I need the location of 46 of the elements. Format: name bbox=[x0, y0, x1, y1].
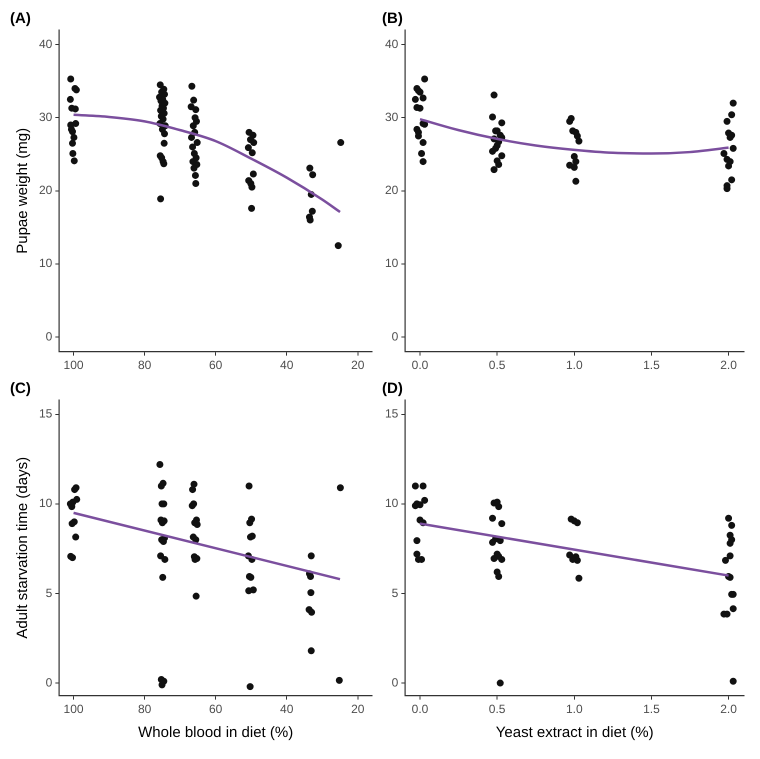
chart-title: (B) bbox=[382, 10, 403, 28]
x-axis-title: Yeast extract in diet (%) bbox=[496, 724, 654, 742]
x-tick-label: 80 bbox=[138, 702, 152, 716]
y-tick-label: 0 bbox=[392, 329, 399, 344]
y-axis-title: Adult starvation time (days) bbox=[14, 456, 32, 639]
x-tick-label: 60 bbox=[208, 358, 223, 372]
y-tick-label: 5 bbox=[46, 586, 53, 600]
x-tick-label: 40 bbox=[280, 358, 294, 372]
y-tick-label: 15 bbox=[38, 406, 53, 421]
y-axis-title: Pupae weight (mg) bbox=[14, 128, 32, 254]
x-tick-label: 60 bbox=[208, 702, 223, 716]
x-tick-label: 1.5 bbox=[643, 358, 660, 372]
x-tick-label: 0.5 bbox=[488, 702, 506, 716]
y-tick-label: 20 bbox=[384, 183, 399, 198]
y-tick-label: 40 bbox=[38, 36, 53, 51]
x-tick-label: 2.0 bbox=[720, 702, 738, 716]
x-tick-label: 1.5 bbox=[643, 702, 660, 716]
y-tick-label: 20 bbox=[38, 183, 53, 198]
x-tick-label: 20 bbox=[351, 702, 365, 716]
x-tick-label: 80 bbox=[138, 358, 152, 372]
x-tick-label: 1.0 bbox=[566, 358, 583, 372]
x-tick-label: 0.0 bbox=[412, 358, 429, 372]
x-tick-label: 100 bbox=[64, 702, 84, 716]
x-axis-title: Whole blood in diet (%) bbox=[138, 724, 294, 742]
x-tick-label: 20 bbox=[351, 358, 365, 372]
y-tick-label: 40 bbox=[384, 36, 399, 51]
chart-title: (D) bbox=[382, 380, 403, 398]
y-tick-label: 30 bbox=[384, 110, 399, 124]
x-tick-label: 0.5 bbox=[488, 358, 506, 372]
x-tick-label: 2.0 bbox=[720, 358, 738, 372]
y-tick-label: 30 bbox=[38, 110, 53, 124]
x-tick-label: 40 bbox=[280, 702, 294, 716]
y-tick-label: 10 bbox=[38, 256, 53, 270]
x-tick-label: 0.0 bbox=[412, 702, 429, 716]
y-tick-label: 10 bbox=[384, 496, 399, 510]
y-tick-label: 10 bbox=[38, 496, 53, 510]
chart-title: (A) bbox=[10, 10, 31, 28]
x-tick-label: 100 bbox=[64, 358, 84, 372]
y-tick-label: 15 bbox=[384, 406, 399, 421]
y-tick-label: 10 bbox=[384, 256, 399, 270]
x-tick-label: 1.0 bbox=[566, 702, 583, 716]
y-tick-label: 0 bbox=[46, 675, 53, 690]
y-tick-label: 0 bbox=[392, 675, 399, 690]
y-tick-label: 5 bbox=[392, 586, 399, 600]
chart-title: (C) bbox=[10, 380, 31, 398]
y-tick-label: 0 bbox=[46, 329, 53, 344]
